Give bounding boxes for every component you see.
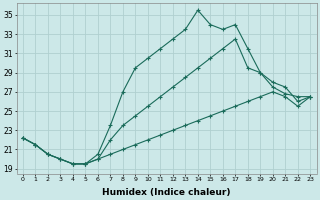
- X-axis label: Humidex (Indice chaleur): Humidex (Indice chaleur): [102, 188, 231, 197]
